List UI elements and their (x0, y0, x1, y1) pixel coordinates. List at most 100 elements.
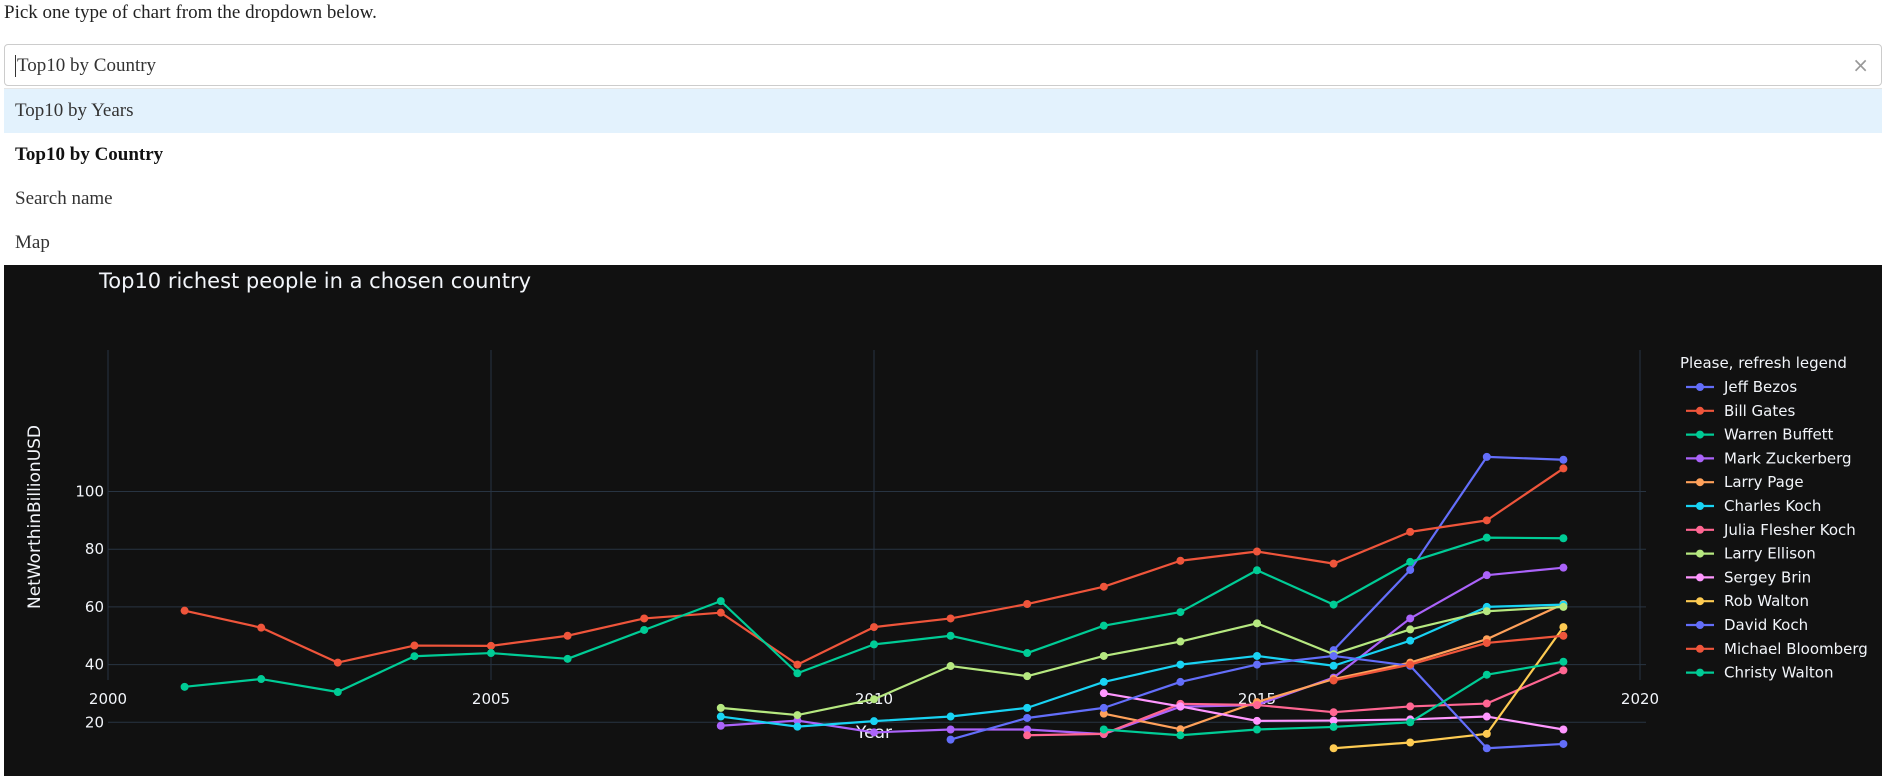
option-map[interactable]: Map (15, 232, 50, 253)
data-point (1176, 637, 1185, 646)
data-point (1406, 614, 1415, 623)
legend-marker (1696, 549, 1704, 558)
data-point (333, 688, 342, 697)
data-point (1482, 729, 1491, 738)
y-tick-label: 40 (85, 656, 104, 674)
data-point (1023, 649, 1032, 658)
data-point (1482, 638, 1491, 647)
data-point (1253, 700, 1261, 709)
data-point (1559, 563, 1568, 572)
legend-marker (1696, 502, 1704, 510)
data-point (1406, 702, 1415, 711)
data-point (1176, 731, 1185, 740)
option-top10-by-country[interactable]: Top10 by Country (15, 144, 164, 165)
series-line (1333, 626, 1565, 750)
data-point (1253, 566, 1261, 575)
legend-item-label: Larry Ellison (1724, 545, 1816, 563)
data-point (870, 695, 878, 704)
data-point (870, 717, 878, 726)
chart-area: 2000200520102015202020406080100Top10 ric… (4, 262, 1882, 776)
data-point (716, 608, 725, 617)
data-point (946, 614, 955, 623)
legend-item-label: Mark Zuckerberg (1724, 449, 1852, 467)
data-point (1176, 660, 1185, 669)
legend-marker (1696, 383, 1704, 391)
data-point (1023, 672, 1032, 681)
data-point (1099, 689, 1108, 698)
data-point (1253, 619, 1261, 628)
data-point (870, 623, 878, 632)
data-point (793, 660, 802, 669)
data-point (1406, 738, 1415, 747)
data-point (1482, 607, 1491, 616)
legend-title: Please, refresh legend (1680, 354, 1847, 372)
data-point (1329, 600, 1338, 609)
data-point (1099, 677, 1108, 686)
option-top10-by-years[interactable]: Top10 by Years (4, 89, 1882, 133)
data-point (1482, 533, 1491, 542)
data-point (1482, 699, 1491, 708)
data-point (946, 725, 955, 734)
data-point (1406, 527, 1415, 536)
data-point (1559, 725, 1568, 734)
data-point (257, 675, 266, 684)
data-point (640, 625, 649, 634)
legend-marker (1696, 406, 1704, 415)
x-tick-label: 2005 (472, 690, 510, 708)
data-point (1559, 739, 1568, 748)
data-point (1329, 676, 1338, 685)
chart-type-dropdown[interactable]: Top10 by Country × (4, 44, 1882, 86)
data-point (1023, 725, 1032, 734)
data-point (1329, 744, 1338, 753)
data-point (1176, 677, 1185, 686)
data-point (1482, 712, 1491, 721)
data-point (870, 728, 878, 737)
y-axis-label: NetWorthinBillionUSD (25, 425, 45, 609)
legend-item-label: Charles Koch (1724, 497, 1821, 515)
data-point (487, 641, 495, 650)
data-point (1176, 608, 1185, 617)
data-point (1099, 651, 1108, 660)
data-point (1329, 708, 1338, 717)
legend-marker (1696, 621, 1704, 629)
data-point (1253, 547, 1261, 556)
data-point (1253, 716, 1261, 725)
y-tick-label: 100 (75, 483, 104, 501)
legend-marker (1696, 430, 1704, 439)
dropdown-menu: Top10 by Years Top10 by Country Search n… (4, 88, 1882, 265)
data-point (1176, 725, 1185, 734)
line-chart: 2000200520102015202020406080100Top10 ric… (25, 269, 1868, 753)
option-search-name[interactable]: Search name (15, 188, 113, 209)
data-point (716, 712, 725, 721)
legend-item-label: Rob Walton (1724, 592, 1809, 610)
data-point (946, 712, 955, 721)
legend-item-label: Jeff Bezos (1723, 378, 1797, 396)
legend-marker (1696, 668, 1704, 677)
data-point (1406, 660, 1415, 669)
legend-marker (1696, 525, 1704, 534)
data-point (1099, 582, 1108, 591)
data-point (793, 669, 802, 678)
data-point (640, 614, 649, 623)
dropdown-selected-value[interactable]: Top10 by Country (17, 55, 157, 76)
data-point (1099, 725, 1108, 734)
data-point (1559, 657, 1568, 666)
data-point (1329, 661, 1338, 670)
data-point (1023, 703, 1032, 712)
legend-marker (1696, 478, 1704, 487)
data-point (1406, 565, 1415, 574)
series-line (1332, 455, 1564, 651)
data-point (1329, 716, 1338, 725)
data-point (1176, 702, 1185, 711)
data-point (1406, 625, 1415, 634)
y-tick-label: 20 (85, 713, 104, 731)
data-point (1482, 452, 1491, 461)
data-point (946, 631, 955, 640)
data-point (563, 654, 572, 663)
series-line (1027, 669, 1564, 737)
clear-icon[interactable]: × (1852, 53, 1869, 77)
y-tick-label: 60 (85, 598, 104, 616)
legend-item-label: Julia Flesher Koch (1723, 521, 1856, 539)
data-point (716, 721, 725, 730)
legend-item-label: Warren Buffett (1724, 426, 1834, 444)
